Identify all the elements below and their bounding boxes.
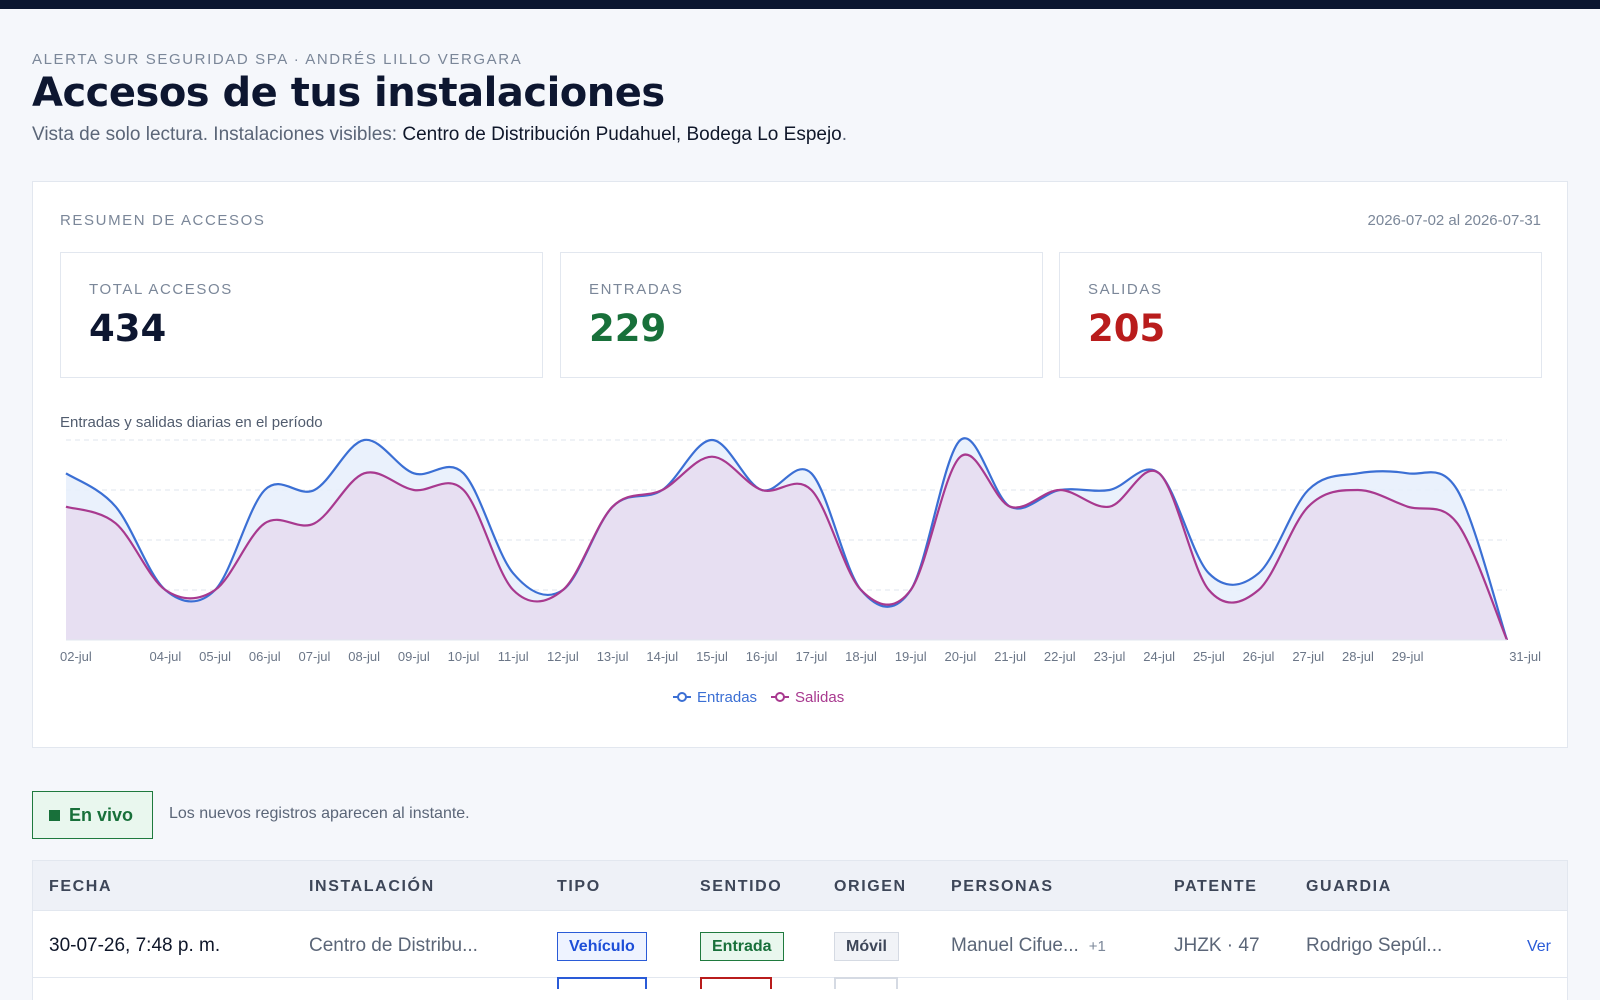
stat-entradas-value: 229 <box>589 307 667 350</box>
tipo-badge-partial <box>557 977 647 989</box>
stat-salidas-value: 205 <box>1088 307 1166 350</box>
x-tick-label: 14-jul <box>646 649 678 664</box>
col-origen[interactable]: ORIGEN <box>834 878 907 895</box>
col-fecha[interactable]: FECHA <box>49 878 113 895</box>
legend-marker-salidas <box>775 692 785 702</box>
visible-sites: Centro de Distribución Pudahuel, Bodega … <box>402 124 842 145</box>
x-tick-label: 21-jul <box>994 649 1026 664</box>
x-tick-label: 31-jul <box>1509 649 1541 664</box>
x-tick-label: 19-jul <box>895 649 927 664</box>
sentido-badge-partial <box>700 977 772 989</box>
org-label: ALERTA SUR SEGURIDAD SPA · ANDRÉS LILLO … <box>32 51 523 68</box>
x-tick-label: 26-jul <box>1243 649 1275 664</box>
legend-label-salidas: Salidas <box>795 689 844 706</box>
access-table: FECHA INSTALACIÓN TIPO SENTIDO ORIGEN PE… <box>32 860 1568 1000</box>
live-note: Los nuevos registros aparecen al instant… <box>169 805 470 822</box>
personas-extra-count: +1 <box>1088 938 1106 955</box>
x-tick-label: 27-jul <box>1292 649 1324 664</box>
cell-instalacion: Centro de Distribu... <box>309 935 478 956</box>
col-sentido[interactable]: SENTIDO <box>700 878 783 895</box>
x-tick-label: 16-jul <box>746 649 778 664</box>
cell-guardia: Rodrigo Sepúl... <box>1306 935 1443 956</box>
subtitle-suffix: . <box>841 124 848 145</box>
summary-title: RESUMEN DE ACCESOS <box>60 212 266 229</box>
stat-salidas: SALIDAS 205 <box>1059 252 1542 378</box>
stat-total-value: 434 <box>89 307 167 350</box>
x-tick-label: 12-jul <box>547 649 579 664</box>
x-tick-label: 07-jul <box>299 649 331 664</box>
x-tick-label: 13-jul <box>597 649 629 664</box>
x-tick-label: 02-jul <box>60 649 92 664</box>
legend-marker-entradas <box>677 692 687 702</box>
live-square-icon <box>49 809 60 821</box>
view-link[interactable]: Ver <box>1526 938 1551 955</box>
x-tick-label: 24-jul <box>1143 649 1175 664</box>
table-header: FECHA INSTALACIÓN TIPO SENTIDO ORIGEN PE… <box>33 861 1567 911</box>
x-tick-label: 08-jul <box>348 649 380 664</box>
cell-fecha: 30-07-26, 7:48 p. m. <box>49 935 221 956</box>
top-bar <box>0 0 1600 9</box>
x-tick-label: 18-jul <box>845 649 877 664</box>
page-title: Accesos de tus instalaciones <box>32 70 665 116</box>
personas-name: Manuel Cifue... <box>951 935 1079 956</box>
x-tick-label: 20-jul <box>945 649 977 664</box>
table-row-partial[interactable] <box>33 977 1567 1000</box>
series-line-entradas <box>65 437 1509 641</box>
stat-salidas-label: SALIDAS <box>1088 281 1163 298</box>
page-subtitle: Vista de solo lectura. Instalaciones vis… <box>32 124 847 146</box>
col-tipo[interactable]: TIPO <box>557 878 601 895</box>
x-tick-label: 09-jul <box>398 649 430 664</box>
x-tick-label: 05-jul <box>199 649 231 664</box>
series-line-salidas <box>65 453 1509 641</box>
live-label: En vivo <box>69 804 134 825</box>
sentido-badge: Entrada <box>700 932 784 961</box>
daily-access-chart: 02-jul 04-jul 05-jul 06-jul 07-jul 08-jul 09-j… <box>60 437 1541 706</box>
series-area-salidas <box>66 454 1507 640</box>
x-tick-label: 28-jul <box>1342 649 1374 664</box>
x-tick-label: 04-jul <box>149 649 181 664</box>
subtitle-prefix: Vista de solo lectura. Instalaciones vis… <box>32 124 403 145</box>
origen-badge-partial <box>834 977 898 989</box>
col-patente[interactable]: PATENTE <box>1174 878 1258 895</box>
stat-entradas: ENTRADAS 229 <box>560 252 1043 378</box>
x-tick-label: 22-jul <box>1044 649 1076 664</box>
stat-entradas-label: ENTRADAS <box>589 281 684 298</box>
x-tick-label: 23-jul <box>1094 649 1126 664</box>
stat-total: TOTAL ACCESOS 434 <box>60 252 543 378</box>
x-tick-label: 06-jul <box>249 649 281 664</box>
cell-patente: JHZK · 47 <box>1174 935 1260 956</box>
x-tick-label: 25-jul <box>1193 649 1225 664</box>
summary-card: RESUMEN DE ACCESOS 2026-07-02 al 2026-07… <box>32 181 1568 748</box>
legend-label-entradas: Entradas <box>697 689 757 706</box>
stat-total-label: TOTAL ACCESOS <box>89 281 233 298</box>
x-tick-label: 15-jul <box>696 649 728 664</box>
origen-badge: Móvil <box>834 932 899 961</box>
x-tick-label: 10-jul <box>448 649 480 664</box>
x-tick-label: 29-jul <box>1392 649 1424 664</box>
live-indicator: En vivo <box>32 791 153 839</box>
chart-title: Entradas y salidas diarias en el período <box>60 414 323 431</box>
tipo-badge: Vehículo <box>557 932 647 961</box>
col-guardia[interactable]: GUARDIA <box>1306 878 1392 895</box>
x-tick-label: 11-jul <box>498 649 529 664</box>
cell-personas: Manuel Cifue... +1 <box>951 935 1106 957</box>
table-row[interactable]: 30-07-26, 7:48 p. m. Centro de Distribu.… <box>33 911 1567 978</box>
col-instalacion[interactable]: INSTALACIÓN <box>309 878 435 895</box>
x-tick-label: 17-jul <box>795 649 827 664</box>
col-personas[interactable]: PERSONAS <box>951 878 1054 895</box>
date-range: 2026-07-02 al 2026-07-31 <box>1367 212 1541 229</box>
